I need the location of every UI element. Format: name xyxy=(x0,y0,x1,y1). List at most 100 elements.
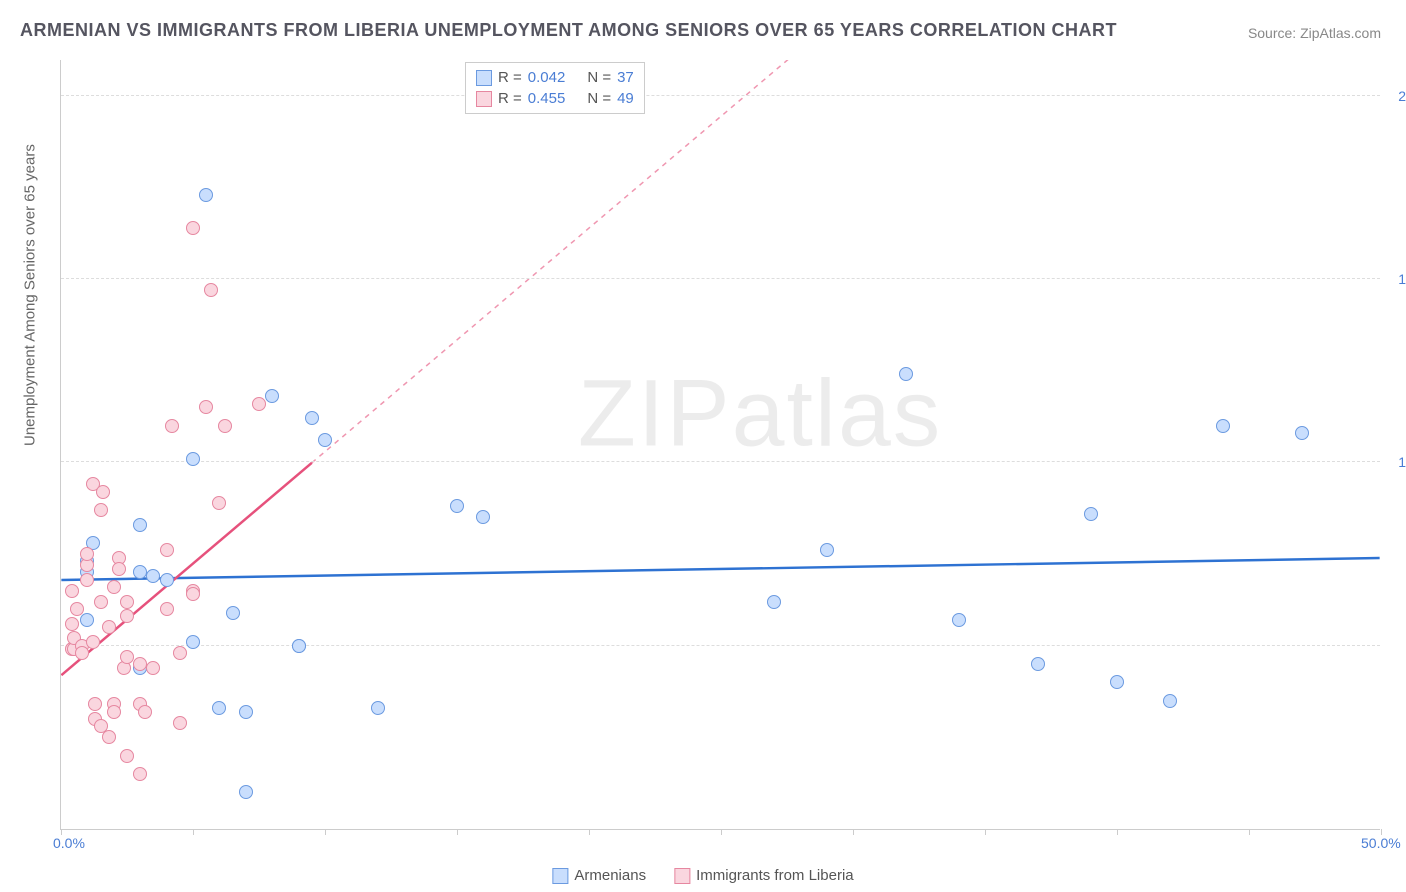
legend-item-series1: Armenians xyxy=(552,867,646,884)
data-point xyxy=(133,518,147,532)
stat-r-value: 0.455 xyxy=(528,90,566,107)
legend-item-series2: Immigrants from Liberia xyxy=(674,867,854,884)
y-tick-label: 10.0% xyxy=(1398,454,1406,470)
data-point xyxy=(173,646,187,660)
data-point xyxy=(239,785,253,799)
x-tick xyxy=(457,829,458,835)
data-point xyxy=(1295,426,1309,440)
gridline xyxy=(61,461,1380,462)
x-tick xyxy=(853,829,854,835)
data-point xyxy=(252,397,266,411)
data-point xyxy=(226,606,240,620)
x-tick-label: 50.0% xyxy=(1361,835,1401,851)
data-point xyxy=(239,705,253,719)
y-tick-label: 20.0% xyxy=(1398,88,1406,104)
stat-row-series1: R = 0.042 N = 37 xyxy=(476,67,634,88)
data-point xyxy=(212,701,226,715)
data-point xyxy=(70,602,84,616)
plot-area: ZIPatlas 5.0%10.0%15.0%20.0%0.0%50.0% xyxy=(60,60,1380,830)
data-point xyxy=(265,389,279,403)
bottom-legend: Armenians Immigrants from Liberia xyxy=(552,867,853,884)
legend-label: Armenians xyxy=(574,867,646,884)
data-point xyxy=(476,510,490,524)
data-point xyxy=(107,580,121,594)
y-axis-label: Unemployment Among Seniors over 65 years xyxy=(22,144,39,446)
trendlines-layer xyxy=(61,60,1380,829)
data-point xyxy=(199,188,213,202)
data-point xyxy=(120,609,134,623)
data-point xyxy=(86,635,100,649)
data-point xyxy=(1110,675,1124,689)
watermark: ZIPatlas xyxy=(578,359,942,468)
data-point xyxy=(107,705,121,719)
x-tick xyxy=(1117,829,1118,835)
data-point xyxy=(102,730,116,744)
data-point xyxy=(80,573,94,587)
square-icon xyxy=(476,70,492,86)
stat-n-value: 49 xyxy=(617,90,634,107)
data-point xyxy=(133,657,147,671)
square-icon xyxy=(476,91,492,107)
x-tick-label: 0.0% xyxy=(53,835,85,851)
x-tick xyxy=(985,829,986,835)
data-point xyxy=(80,613,94,627)
x-tick xyxy=(1249,829,1250,835)
stat-n-label: N = xyxy=(587,69,611,86)
data-point xyxy=(952,613,966,627)
data-point xyxy=(767,595,781,609)
x-tick xyxy=(193,829,194,835)
data-point xyxy=(212,496,226,510)
data-point xyxy=(138,705,152,719)
source-label: Source: ZipAtlas.com xyxy=(1248,25,1381,41)
data-point xyxy=(305,411,319,425)
square-icon xyxy=(552,868,568,884)
data-point xyxy=(94,595,108,609)
data-point xyxy=(450,499,464,513)
data-point xyxy=(65,584,79,598)
gridline xyxy=(61,645,1380,646)
data-point xyxy=(160,543,174,557)
stat-r-label: R = xyxy=(498,90,522,107)
data-point xyxy=(160,573,174,587)
data-point xyxy=(1216,419,1230,433)
data-point xyxy=(75,646,89,660)
data-point xyxy=(1084,507,1098,521)
x-tick xyxy=(325,829,326,835)
data-point xyxy=(112,562,126,576)
data-point xyxy=(65,617,79,631)
data-point xyxy=(165,419,179,433)
data-point xyxy=(94,503,108,517)
chart-title: ARMENIAN VS IMMIGRANTS FROM LIBERIA UNEM… xyxy=(20,20,1117,41)
stat-n-label: N = xyxy=(587,90,611,107)
legend-label: Immigrants from Liberia xyxy=(696,867,854,884)
y-tick-label: 15.0% xyxy=(1398,271,1406,287)
data-point xyxy=(80,547,94,561)
data-point xyxy=(160,602,174,616)
data-point xyxy=(218,419,232,433)
data-point xyxy=(199,400,213,414)
data-point xyxy=(102,620,116,634)
data-point xyxy=(820,543,834,557)
data-point xyxy=(204,283,218,297)
data-point xyxy=(899,367,913,381)
stat-n-value: 37 xyxy=(617,69,634,86)
data-point xyxy=(173,716,187,730)
data-point xyxy=(1163,694,1177,708)
data-point xyxy=(133,767,147,781)
data-point xyxy=(292,639,306,653)
stats-legend-box: R = 0.042 N = 37 R = 0.455 N = 49 xyxy=(465,62,645,114)
stat-r-value: 0.042 xyxy=(528,69,566,86)
stat-r-label: R = xyxy=(498,69,522,86)
square-icon xyxy=(674,868,690,884)
gridline xyxy=(61,95,1380,96)
data-point xyxy=(120,749,134,763)
data-point xyxy=(318,433,332,447)
data-point xyxy=(371,701,385,715)
x-tick xyxy=(721,829,722,835)
data-point xyxy=(120,595,134,609)
data-point xyxy=(120,650,134,664)
data-point xyxy=(1031,657,1045,671)
data-point xyxy=(186,587,200,601)
data-point xyxy=(146,569,160,583)
x-tick xyxy=(589,829,590,835)
